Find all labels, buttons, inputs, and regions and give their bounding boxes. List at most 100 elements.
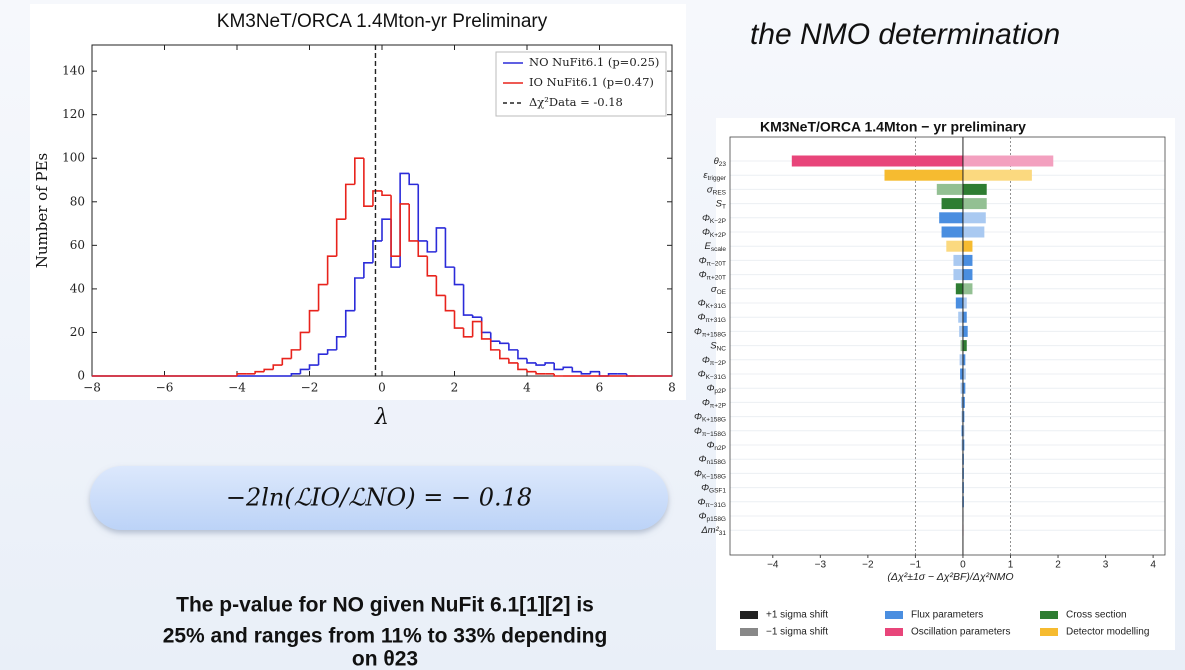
category-label: Φn2P <box>706 440 726 452</box>
category-label: Φπ−158G <box>694 425 726 437</box>
histogram-step <box>499 349 509 360</box>
bar <box>962 340 967 352</box>
histogram-step <box>335 336 346 350</box>
y-tick-label: 40 <box>70 281 85 295</box>
legend-label: Detector modelling <box>1066 627 1149 638</box>
category-subscript: GSF1 <box>709 487 726 494</box>
x-axis-label: (Δχ²±1σ − Δχ²BF)/Δχ²NMO <box>887 571 1013 583</box>
histogram-step <box>354 157 364 185</box>
histogram-step <box>508 358 518 364</box>
legend-label: −1 sigma shift <box>766 627 828 638</box>
formula: −2ln(ℒIO/ℒNO) = − 0.18 <box>226 484 532 512</box>
category-label: ΦK+158G <box>694 411 726 423</box>
bar <box>884 169 963 181</box>
histogram-step <box>354 277 364 311</box>
histogram-step <box>281 357 292 366</box>
category-subscript: π−158G <box>702 431 726 438</box>
category-label: ST <box>716 198 726 210</box>
histogram-step <box>299 368 310 374</box>
bar <box>791 155 963 167</box>
category-subscript: π+2P <box>710 402 726 409</box>
category-label: εtrigger <box>703 170 726 182</box>
x-tick-label: 2 <box>1055 560 1061 571</box>
x-tick-label: −6 <box>156 381 174 395</box>
bar <box>962 411 965 423</box>
bar <box>962 254 973 266</box>
histogram-step <box>517 362 527 371</box>
category-label: Φp2P <box>706 383 726 395</box>
category-symbol: Φ <box>706 383 714 394</box>
category-subscript: RES <box>713 189 727 196</box>
category-label: σOE <box>711 283 727 295</box>
legend-label: NO NuFit6.1 (p=0.25) <box>529 55 659 69</box>
histogram-step <box>508 343 518 351</box>
category-symbol: Φ <box>699 511 707 522</box>
category-label: Δm²31 <box>700 525 726 537</box>
histogram-step <box>535 362 546 366</box>
bar <box>962 382 966 394</box>
category-subscript: K−2P <box>710 218 726 225</box>
category-symbol: Φ <box>699 454 707 465</box>
histogram-step <box>526 369 537 373</box>
histogram-step <box>390 195 401 258</box>
bar <box>959 325 963 337</box>
bar <box>962 325 968 337</box>
category-symbol: Φ <box>702 354 710 365</box>
category-label: Φπ+158G <box>694 326 726 338</box>
category-label: Φπ+31G <box>697 312 726 324</box>
x-tick-label: −8 <box>83 381 101 395</box>
bar <box>958 311 963 323</box>
x-tick-label: 3 <box>1103 560 1109 571</box>
legend-label: IO NuFit6.1 (p=0.47) <box>529 75 654 89</box>
x-tick-label: 4 <box>523 381 531 395</box>
category-symbol: σ <box>707 184 714 195</box>
category-symbol: Φ <box>702 212 710 223</box>
formula-box <box>90 466 668 530</box>
category-label: ΦK−31G <box>698 369 726 381</box>
histogram-step <box>326 349 337 355</box>
category-label: Φn158G <box>699 454 726 466</box>
category-subscript: scale <box>711 246 727 253</box>
histogram-step <box>290 373 301 376</box>
histogram-step <box>372 190 382 207</box>
category-subscript: K−31G <box>706 374 726 381</box>
histogram-step <box>272 364 283 370</box>
bar <box>962 283 973 295</box>
bar <box>962 269 973 281</box>
histogram-step <box>344 309 355 337</box>
category-subscript: p158G <box>706 516 726 523</box>
legend-label: Flux parameters <box>911 610 983 621</box>
header-text: the NMO determination <box>750 18 1060 51</box>
histogram-step <box>444 295 455 312</box>
legend-swatch <box>740 611 758 619</box>
x-tick-label: −2 <box>301 381 319 395</box>
legend-label: Δχ²Data = -0.18 <box>529 95 623 109</box>
bar <box>953 269 963 281</box>
bar <box>941 198 963 210</box>
bar <box>941 226 963 238</box>
x-tick-label: −2 <box>862 560 874 571</box>
histogram-step <box>417 240 428 258</box>
category-subscript: NC <box>717 345 727 352</box>
chart-title: KM3NeT/ORCA 1.4Mton − yr preliminary <box>760 119 1026 135</box>
category-label: ΦK−2P <box>702 212 726 224</box>
bar <box>962 439 965 451</box>
category-symbol: Δm² <box>700 525 719 536</box>
histogram-step <box>426 256 437 277</box>
category-symbol: Φ <box>694 326 702 337</box>
histogram-step <box>335 218 346 257</box>
histogram-step <box>381 218 392 241</box>
category-label: ΦK−158G <box>694 468 726 480</box>
bar <box>962 297 967 309</box>
histogram-step <box>399 203 410 257</box>
category-symbol: Φ <box>699 269 707 280</box>
y-tick-label: 60 <box>70 238 85 252</box>
x-tick-label: −1 <box>910 560 922 571</box>
category-label: θ23 <box>714 156 727 168</box>
histogram-step <box>462 284 473 316</box>
histogram-step <box>254 370 265 374</box>
bar <box>960 340 963 352</box>
x-tick-label: 2 <box>451 381 459 395</box>
